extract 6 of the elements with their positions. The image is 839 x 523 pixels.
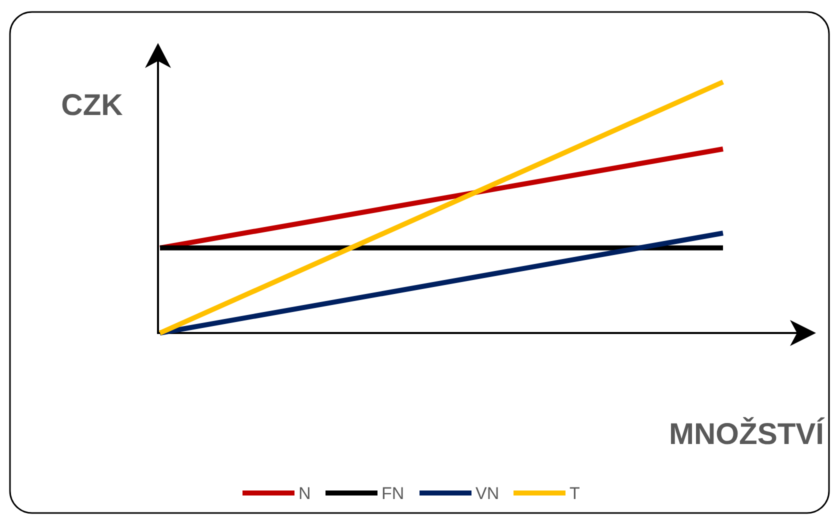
legend-label: FN: [382, 484, 404, 503]
legend-label: N: [298, 484, 311, 503]
legend-label: VN: [476, 484, 500, 503]
y-axis-title: CZK: [61, 89, 124, 122]
legend-label: T: [570, 484, 580, 503]
x-axis-title: MNOŽSTVÍ: [669, 417, 825, 451]
